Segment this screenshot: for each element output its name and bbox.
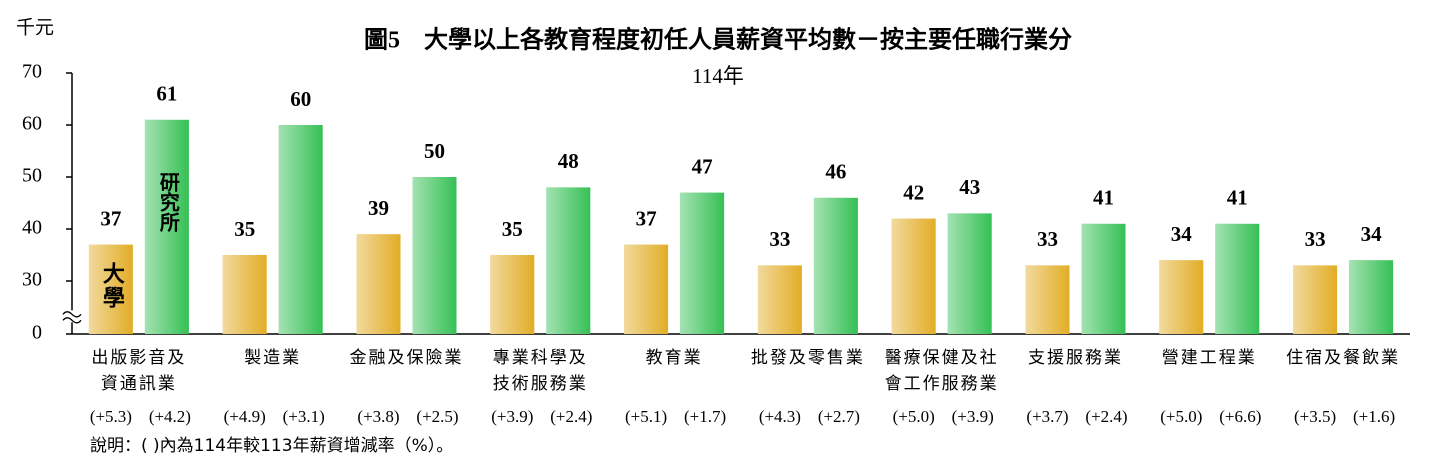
bar-shine xyxy=(813,197,858,334)
change-label: (+3.5) xyxy=(1294,407,1336,426)
change-label: (+1.7) xyxy=(684,407,726,426)
change-label: (+4.9) xyxy=(224,407,266,426)
bar-shine xyxy=(1215,223,1260,334)
bar-shine xyxy=(356,234,401,334)
value-label: 33 xyxy=(769,227,790,251)
change-label: (+2.4) xyxy=(550,407,592,426)
change-label: (+5.3) xyxy=(90,407,132,426)
bar-shine xyxy=(412,177,457,334)
x-tick-label: 金融及保險業 xyxy=(350,348,464,368)
change-label: (+5.1) xyxy=(625,407,667,426)
change-label: (+5.0) xyxy=(893,407,935,426)
value-label: 48 xyxy=(558,149,579,173)
chart-subtitle: 114年 xyxy=(692,64,744,88)
change-label: (+3.1) xyxy=(283,407,325,426)
value-label: 61 xyxy=(156,82,177,106)
y-tick-label: 0 xyxy=(32,322,42,344)
bar-shine xyxy=(624,244,669,334)
value-label: 39 xyxy=(368,196,389,220)
change-label: (+4.3) xyxy=(759,407,801,426)
axis-break-gap xyxy=(63,310,81,323)
change-label: (+2.7) xyxy=(818,407,860,426)
bar-shine xyxy=(1081,223,1126,334)
value-label: 50 xyxy=(424,139,445,163)
x-tick-label: 會工作服務業 xyxy=(885,374,999,394)
value-label: 42 xyxy=(903,180,924,204)
x-tick-label: 製造業 xyxy=(244,348,301,368)
y-tick-label: 50 xyxy=(22,165,42,187)
value-label: 35 xyxy=(234,217,255,241)
value-label: 41 xyxy=(1093,186,1114,210)
value-label: 41 xyxy=(1227,186,1248,210)
bar-shine xyxy=(757,265,802,334)
bar-shine xyxy=(1025,265,1070,334)
y-tick-label: 40 xyxy=(22,217,42,239)
value-label: 33 xyxy=(1037,227,1058,251)
bar-shine xyxy=(88,244,133,334)
x-tick-label: 技術服務業 xyxy=(493,374,588,394)
bar-shine xyxy=(278,125,323,334)
change-label: (+2.4) xyxy=(1085,407,1127,426)
value-label: 35 xyxy=(502,217,523,241)
x-tick-label: 資通訊業 xyxy=(101,374,177,394)
change-label: (+6.6) xyxy=(1219,407,1261,426)
change-label: (+2.5) xyxy=(416,407,458,426)
value-label: 37 xyxy=(100,206,121,230)
x-tick-label: 支援服務業 xyxy=(1028,348,1123,368)
value-label: 34 xyxy=(1361,222,1383,246)
change-label: (+3.9) xyxy=(952,407,994,426)
change-label: (+3.8) xyxy=(357,407,399,426)
y-tick-label: 60 xyxy=(22,113,42,135)
value-label: 37 xyxy=(636,206,657,230)
y-tick-label: 30 xyxy=(22,269,42,291)
x-tick-label: 教育業 xyxy=(646,348,703,368)
x-tick-label: 住宿及餐飲業 xyxy=(1286,348,1400,368)
bar-shine xyxy=(947,213,992,334)
value-label: 34 xyxy=(1171,222,1193,246)
value-label: 47 xyxy=(692,154,713,178)
bar-shine xyxy=(222,255,267,334)
bar-shine xyxy=(891,218,936,334)
bar-shine xyxy=(144,119,189,334)
change-label: (+4.2) xyxy=(149,407,191,426)
note: 說明：( )內為114年較113年薪資增減率（%）。 xyxy=(90,436,453,456)
bar-shine xyxy=(546,187,591,334)
legend-label: 研究所 xyxy=(156,172,180,233)
change-label: (+5.0) xyxy=(1160,407,1202,426)
value-label: 43 xyxy=(959,175,980,199)
change-label: (+3.9) xyxy=(491,407,533,426)
axis-break xyxy=(62,311,82,324)
legend-label: 大學 xyxy=(99,262,125,310)
x-tick-label: 批發及零售業 xyxy=(751,348,865,368)
bar-shine xyxy=(1159,260,1204,334)
value-label: 46 xyxy=(825,160,846,184)
y-tick-label: 70 xyxy=(22,61,42,83)
x-tick-label: 出版影音及 xyxy=(91,348,186,368)
change-label: (+1.6) xyxy=(1353,407,1395,426)
x-tick-label: 醫療保健及社 xyxy=(885,348,999,368)
bar-shine xyxy=(680,192,725,334)
value-label: 60 xyxy=(290,87,311,111)
chart-title: 圖5 大學以上各教育程度初任人員薪資平均數－按主要任職行業分 xyxy=(364,26,1072,54)
value-label: 33 xyxy=(1305,227,1326,251)
x-tick-label: 營建工程業 xyxy=(1162,348,1257,368)
bar-shine xyxy=(1293,265,1338,334)
change-label: (+3.7) xyxy=(1026,407,1068,426)
bar-shine xyxy=(1349,260,1394,334)
y-unit: 千元 xyxy=(16,17,54,39)
x-tick-label: 專業科學及 xyxy=(493,348,588,368)
bar-shine xyxy=(490,255,535,334)
